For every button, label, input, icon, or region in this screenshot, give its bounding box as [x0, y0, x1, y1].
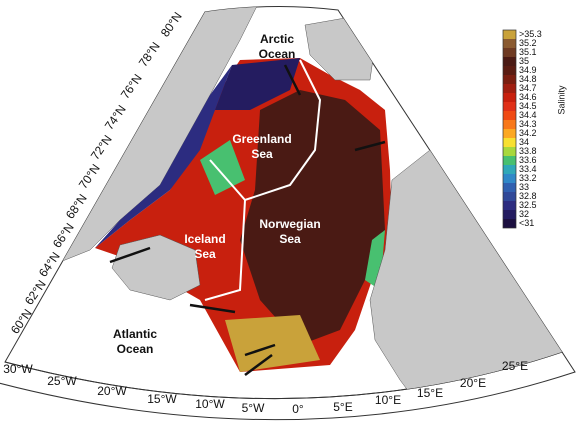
colorbar-label: 34.6: [519, 92, 537, 102]
region-label: Sea: [279, 232, 301, 246]
colorbar-label: 33.2: [519, 173, 537, 183]
colorbar-swatch: [503, 201, 516, 210]
salinity-atlantic: [225, 315, 320, 372]
colorbar-label: 32.5: [519, 200, 537, 210]
region-label: Sea: [251, 147, 273, 161]
outer-frame: [0, 351, 576, 421]
colorbar-swatch: [503, 39, 516, 48]
colorbar-label: 34.8: [519, 74, 537, 84]
colorbar-swatch: [503, 174, 516, 183]
salinity-high: [240, 90, 385, 345]
colorbar-swatch: [503, 129, 516, 138]
region-label: Sea: [194, 247, 216, 261]
longitude-label: 25°E: [502, 359, 528, 373]
colorbar-swatch: [503, 183, 516, 192]
longitude-label: 15°E: [417, 386, 443, 400]
current-arrows: [109, 64, 386, 377]
longitude-label: 0°: [292, 402, 304, 416]
region-label: Atlantic: [113, 327, 157, 341]
colorbar-label: 33.4: [519, 164, 537, 174]
colorbar-swatch: [503, 84, 516, 93]
colorbar-swatch: [503, 165, 516, 174]
colorbar-label: 34.9: [519, 65, 537, 75]
longitude-label: 20°W: [97, 384, 127, 398]
colorbar-swatch: [503, 102, 516, 111]
colorbar-label: 34.5: [519, 101, 537, 111]
colorbar-label: 34.4: [519, 110, 537, 120]
iceland: [111, 234, 201, 301]
longitude-label: 20°E: [460, 376, 486, 390]
colorbar-label: 35.1: [519, 47, 537, 57]
latitude-label: 78°N: [136, 40, 163, 70]
latitude-label: 76°N: [118, 72, 145, 102]
longitude-label: 5°E: [333, 400, 352, 414]
colorbar-title: Salinity: [556, 85, 566, 115]
colorbar-label: 34.2: [519, 128, 537, 138]
colorbar-label: 35.2: [519, 38, 537, 48]
colorbar-swatch: [503, 93, 516, 102]
colorbar-label: 33: [519, 182, 529, 192]
colorbar-label: >35.3: [519, 29, 542, 39]
latitude-label: 74°N: [102, 103, 129, 133]
colorbar-label: 33.6: [519, 155, 537, 165]
colorbar-label: 32: [519, 209, 529, 219]
colorbar-swatch: [503, 147, 516, 156]
colorbar-label: 34.3: [519, 119, 537, 129]
latitude-label: 68°N: [63, 192, 90, 222]
colorbar-swatch: [503, 210, 516, 219]
salinity-front: [200, 140, 245, 195]
longitude-label: 30°W: [3, 362, 33, 376]
region-label: Ocean: [259, 47, 296, 61]
region-label: Iceland: [184, 232, 225, 246]
colorbar-label: <31: [519, 218, 534, 228]
longitude-label: 10°W: [195, 397, 225, 411]
region-label: Arctic: [260, 32, 294, 46]
colorbar-swatch: [503, 66, 516, 75]
colorbar-frame: [502, 29, 517, 229]
colorbar-label: 34.7: [519, 83, 537, 93]
sea-boundaries: [204, 59, 322, 301]
region-label: Norwegian: [259, 217, 320, 231]
longitude-label: 5°W: [242, 401, 265, 415]
salinity-fresh-north: [215, 58, 300, 110]
colorbar-swatch: [503, 156, 516, 165]
colorbar-label: 34: [519, 137, 529, 147]
colorbar-swatch: [503, 75, 516, 84]
colorbar-swatch: [503, 219, 516, 228]
colorbar-swatch: [503, 48, 516, 57]
colorbar-swatch: [503, 111, 516, 120]
longitude-label: 10°E: [375, 393, 401, 407]
colorbar-label: 33.8: [519, 146, 537, 156]
latitude-label: 72°N: [88, 133, 115, 163]
region-label: Greenland: [232, 132, 291, 146]
colorbar-swatch: [503, 120, 516, 129]
longitude-label: 15°W: [147, 392, 177, 406]
colorbar-swatch: [503, 57, 516, 66]
colorbar-swatch: [503, 138, 516, 147]
colorbar-label: 35: [519, 56, 529, 66]
latitude-label: 80°N: [158, 10, 185, 40]
longitude-label: 25°W: [47, 374, 77, 388]
latitude-label: 70°N: [76, 162, 103, 192]
region-label: Ocean: [117, 342, 154, 356]
colorbar-swatch: [503, 192, 516, 201]
map-content: [5, 6, 562, 399]
colorbar-swatch: [503, 30, 516, 39]
colorbar-label: 32.8: [519, 191, 537, 201]
